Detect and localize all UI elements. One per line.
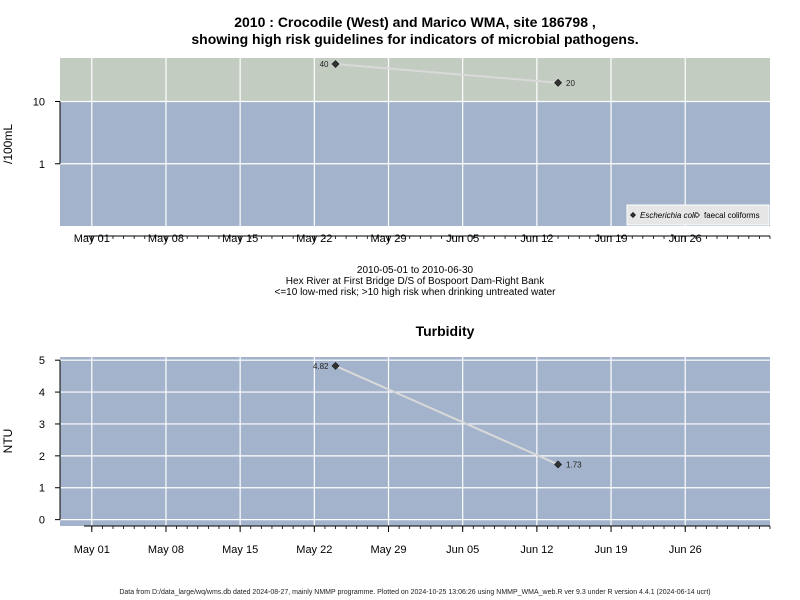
data-label: 20 <box>566 79 575 88</box>
x-tick-label: Jun 12 <box>520 233 553 245</box>
y-tick-label: 4 <box>39 387 45 399</box>
high-risk-band <box>60 58 770 102</box>
x-tick-label: May 29 <box>370 544 406 556</box>
x-tick-label: Jun 26 <box>669 544 702 556</box>
x-tick-label: Jun 26 <box>669 233 702 245</box>
x-tick-label: May 22 <box>296 233 332 245</box>
data-label: 40 <box>320 60 329 69</box>
legend-marker <box>694 212 700 218</box>
y-tick-label: 5 <box>39 355 45 367</box>
x-tick-label: May 22 <box>296 544 332 556</box>
y-tick-label: 3 <box>39 419 45 431</box>
legend-marker <box>630 212 636 218</box>
site-name: Hex River at First Bridge D/S of Bospoor… <box>285 276 545 287</box>
data-label: 4.82 <box>313 362 329 371</box>
data-point <box>554 460 562 469</box>
y-tick-label: 0 <box>39 515 45 527</box>
x-tick-label: Jun 05 <box>446 544 479 556</box>
x-tick-label: May 15 <box>222 233 258 245</box>
x-tick-label: May 15 <box>222 544 258 556</box>
risk-note: <=10 low-med risk; >10 high risk when dr… <box>274 287 556 298</box>
y-axis-label: NTU <box>1 429 15 454</box>
data-label: 1.73 <box>566 460 582 469</box>
legend-label: faecal coliforms <box>704 211 760 220</box>
series-line <box>335 63 559 84</box>
series-line <box>335 365 559 466</box>
y-axis-label: /100mL <box>1 124 15 164</box>
x-tick-label: Jun 12 <box>520 544 553 556</box>
legend-box <box>626 204 770 226</box>
footer-note: Data from D:/data_large/wq/wms.db dated … <box>119 589 711 596</box>
x-tick-label: May 01 <box>74 233 110 245</box>
chart-title-line1: 2010 : Crocodile (West) and Marico WMA, … <box>234 14 596 30</box>
y-tick-label: 1 <box>39 483 45 495</box>
chart-title-line2: showing high risk guidelines for indicat… <box>191 31 639 47</box>
y-tick-label: 10 <box>33 97 45 109</box>
chart-title: Turbidity <box>416 323 475 339</box>
date-range: 2010-05-01 to 2010-06-30 <box>356 265 474 276</box>
x-tick-label: Jun 19 <box>595 233 628 245</box>
data-point <box>554 78 562 87</box>
legend-label: Escherichia coli <box>640 211 696 220</box>
x-tick-label: May 08 <box>148 544 184 556</box>
y-tick-label: 2 <box>39 451 45 463</box>
data-point <box>331 60 340 68</box>
plot-background <box>60 357 770 526</box>
x-tick-label: Jun 19 <box>595 544 628 556</box>
x-tick-label: Jun 05 <box>446 233 479 245</box>
x-tick-label: May 29 <box>370 233 406 245</box>
y-tick-label: 1 <box>39 159 45 171</box>
data-point <box>331 362 340 370</box>
x-tick-label: May 08 <box>148 233 184 245</box>
x-tick-label: May 01 <box>74 544 110 556</box>
